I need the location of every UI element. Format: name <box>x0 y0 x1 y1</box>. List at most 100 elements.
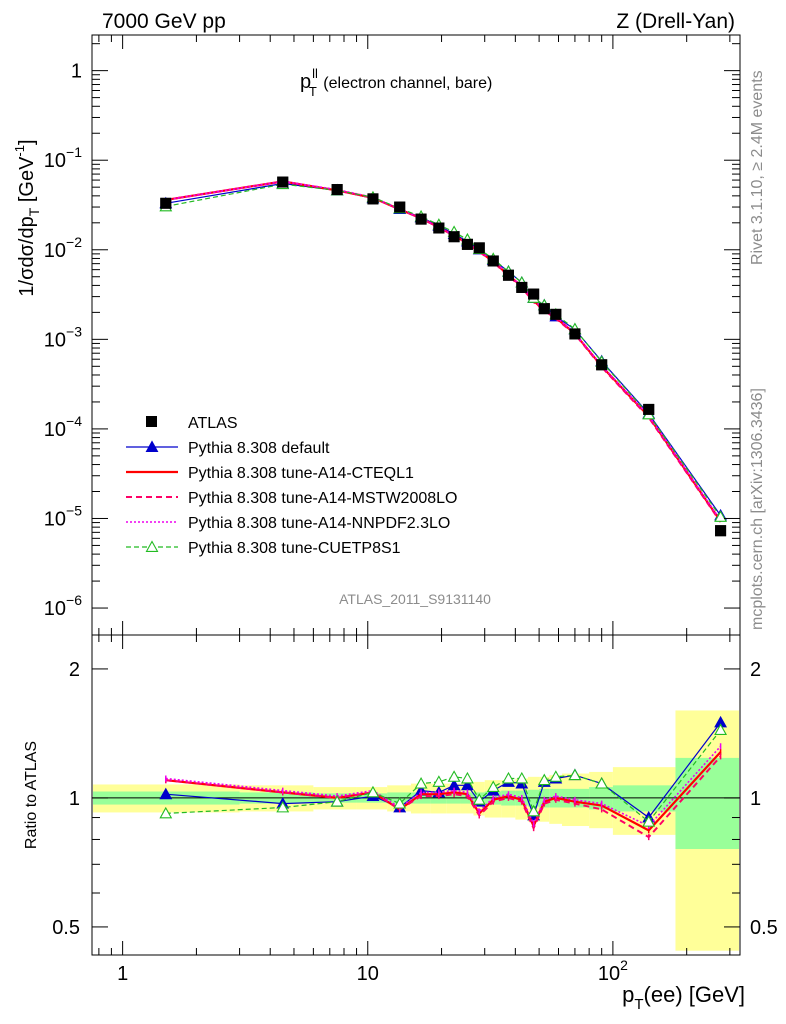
data-point-top <box>715 525 727 537</box>
x-tick-label-base: 10 <box>598 963 620 985</box>
data-point-top <box>394 201 406 213</box>
y-tick-label-base: 10 <box>44 240 66 262</box>
x-label-text: p <box>622 982 634 1007</box>
plot-title-sub: T <box>309 84 317 99</box>
legend-label-default: Pythia 8.308 default <box>188 440 330 457</box>
data-point-top <box>569 328 581 340</box>
legend-label-mstw: Pythia 8.308 tune-A14-MSTW2008LO <box>188 490 457 507</box>
band-stat <box>675 757 739 850</box>
main-y-axis-label: 1/σdσ/dpT [GeV-1] <box>12 139 42 296</box>
y-tick-label: 10−4 <box>44 413 82 441</box>
series-line-nnpdf <box>165 180 722 521</box>
y-tick-label-exp: −1 <box>66 144 82 160</box>
data-point-top <box>596 359 608 371</box>
x-tick-labels: 1 10 102 <box>117 957 628 985</box>
data-point-top <box>487 255 499 267</box>
plot-title-rest: (electron channel, bare) <box>319 75 492 92</box>
ratio-marker-cuetp8s1 <box>447 770 461 782</box>
legend-marker-data <box>146 416 157 427</box>
ratio-marker-cuetp8s1 <box>432 775 446 787</box>
y-label-unit-sup: -1 <box>12 145 27 157</box>
data-point-top <box>538 303 550 315</box>
header-left: 7000 GeV pp <box>102 10 226 33</box>
ratio-marker-cuetp8s1 <box>159 806 173 819</box>
data-point-top <box>550 308 562 320</box>
legend-label-nnpdf: Pythia 8.308 tune-A14-NNPDF2.3LO <box>188 515 450 532</box>
ratio-frame <box>91 634 741 956</box>
data-point-top <box>277 176 289 188</box>
main-plot-layer <box>159 176 728 537</box>
y-label-sub: T <box>26 207 42 216</box>
data-point-top <box>415 213 427 225</box>
x-axis-label: pT(ee) [GeV] <box>622 982 745 1013</box>
ratio-y-tick-label-left: 2 <box>69 659 80 681</box>
ratio-y-tick-labels: 2 2 1 1 0.5 0.5 <box>52 659 778 939</box>
y-label-text: 1/σdσ/dp <box>16 216 38 296</box>
y-tick-label-base: 10 <box>44 419 66 441</box>
y-tick-label-base: 1 <box>71 61 82 83</box>
y-tick-label: 10−5 <box>44 502 82 530</box>
ratio-marker-cuetp8s1 <box>460 771 474 784</box>
y-tick-label-base: 10 <box>44 150 66 172</box>
data-point-top <box>331 184 343 196</box>
y-tick-label-base: 10 <box>44 508 66 530</box>
y-label-unit: [GeV <box>16 156 38 208</box>
y-tick-label: 1 <box>71 61 82 83</box>
data-point-top <box>528 288 540 300</box>
legend-marker-default <box>145 440 159 452</box>
ratio-y-tick-label-left: 0.5 <box>52 917 80 939</box>
ratio-marker-cuetp8s1 <box>595 776 609 789</box>
ratio-marker-cuetp8s1 <box>537 773 551 786</box>
ratio-marker-cuetp8s1 <box>714 723 728 736</box>
legend-label-cteql1: Pythia 8.308 tune-A14-CTEQL1 <box>188 465 414 482</box>
legend: ATLAS Pythia 8.308 default Pythia 8.308 tu… <box>126 415 457 557</box>
ratio-line-nnpdf <box>165 745 722 827</box>
x-tick-label: 1 <box>117 963 128 985</box>
ratio-y-tick-label-right: 1 <box>750 788 761 810</box>
ratio-marker-default <box>159 787 173 800</box>
data-point-top <box>367 193 379 205</box>
main-axis-ticks <box>92 35 740 635</box>
ratio-marker-cuetp8s1 <box>330 795 344 807</box>
ratio-marker-cuetp8s1 <box>414 776 428 789</box>
y-tick-label-exp: −4 <box>66 413 82 429</box>
data-point-top <box>502 269 514 281</box>
y-tick-label-exp: −5 <box>66 502 82 518</box>
x-tick-label: 102 <box>598 957 628 985</box>
data-point-top <box>433 222 445 234</box>
data-point-top <box>473 242 485 254</box>
ratio-marker-cuetp8s1 <box>642 815 656 827</box>
main-y-tick-labels: 110−110−210−310−410−510−6 <box>44 61 82 620</box>
ratio-panel: 2 21 10.5 0.5 1 10 102 Ratio to ATLAS pT(ee) … <box>23 634 778 1013</box>
x-label-sub: T <box>634 996 643 1013</box>
y-tick-label: 10−3 <box>44 323 82 351</box>
ratio-marker-cuetp8s1 <box>502 771 515 784</box>
data-point-top <box>643 403 655 415</box>
y-tick-label-base: 10 <box>44 329 66 351</box>
legend-marker-cuetp8s1 <box>145 540 159 552</box>
ratio-y-tick-label-right: 0.5 <box>750 917 778 939</box>
x-tick-label: 10 <box>357 963 379 985</box>
x-tick-label-exp: 2 <box>620 957 628 973</box>
y-tick-label: 10−6 <box>44 592 82 620</box>
x-tick-label-base: 10 <box>357 963 379 985</box>
main-panel: 110−110−210−310−410−510−6 pll T (electron… <box>12 34 741 636</box>
y-tick-label: 10−1 <box>44 144 82 172</box>
header-right: Z (Drell-Yan) <box>616 10 735 33</box>
side-text-top: Rivet 3.1.10, ≥ 2.4M events <box>749 70 766 265</box>
legend-label-cuetp8s1: Pythia 8.308 tune-CUETP8S1 <box>188 540 401 557</box>
y-tick-label-exp: −6 <box>66 592 82 608</box>
analysis-id: ATLAS_2011_S9131140 <box>339 591 491 607</box>
ratio-marker-cuetp8s1 <box>568 768 582 781</box>
plot-title: pll T (electron channel, bare) <box>300 66 492 99</box>
y-tick-label-exp: −2 <box>66 234 82 250</box>
series-marker-cuetp8s1 <box>714 510 728 522</box>
legend-label-data: ATLAS <box>188 415 238 432</box>
plot-title-sup: ll <box>312 66 318 81</box>
ratio-marker-cuetp8s1 <box>527 804 541 817</box>
ratio-y-tick-label-left: 1 <box>69 788 80 810</box>
ratio-marker-cuetp8s1 <box>472 793 486 805</box>
x-tick-label-base: 1 <box>117 963 128 985</box>
y-tick-label-base: 10 <box>44 598 66 620</box>
